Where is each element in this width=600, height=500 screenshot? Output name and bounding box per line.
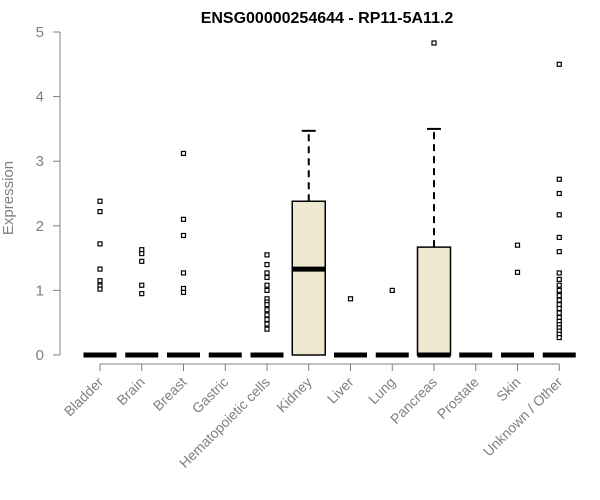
y-axis: 0 1 2 3 4 5 [36,24,61,364]
outlier-point [264,302,270,308]
outlier-point [264,307,270,313]
outlier-point [389,287,395,293]
outlier-point [556,292,562,299]
box-kidney [291,129,326,356]
y-tick-label: 3 [36,153,44,170]
outlier-point [556,334,562,341]
x-tick-label: Brain [113,374,147,408]
x-tick-label: Bladder [61,374,107,420]
outlier-point [264,252,270,258]
outlier-point [139,258,145,264]
outlier-point [139,291,145,297]
box-bladder [83,198,117,358]
x-tick-label: Unknown / Other [480,374,566,460]
x-tick-label: Lung [365,374,398,407]
outlier-point [264,287,270,293]
outlier-point [97,241,103,247]
outlier-point [264,316,270,323]
outlier-point [514,269,521,275]
outlier-point [180,216,187,222]
outlier-point [264,326,270,332]
outlier-point [264,282,270,288]
y-tick-label: 0 [36,347,44,364]
box-brain [125,247,159,358]
y-tick-label: 1 [36,282,44,299]
x-tick-label: Liver [324,374,357,407]
outlier-point [556,234,562,241]
box-hematopoietic-cells [250,252,284,358]
outlier-point [97,286,103,292]
y-tick-label: 4 [36,89,44,106]
outlier-point [431,40,437,46]
outlier-point [556,176,562,182]
outlier-point [180,270,187,276]
x-tick-label: Prostate [434,374,482,422]
outlier-point [556,61,562,67]
y-tick-label: 5 [36,24,44,41]
y-axis-label: Expression [0,161,17,235]
outlier-point [97,278,103,284]
x-tick-label: Skin [493,374,524,405]
outlier-point [264,261,270,268]
box-body [416,246,452,356]
x-tick-label: Breast [150,374,190,414]
chart-title: ENSG00000254644 - RP11-5A11.2 [201,10,454,27]
outlier-point [556,249,562,255]
outlier-point [556,287,562,293]
outlier-point [139,250,145,257]
x-tick-label: Kidney [273,374,315,416]
box-body [291,200,326,356]
outlier-point [180,232,187,239]
outlier-point [97,266,103,272]
outlier-point [180,150,187,157]
outlier-point [556,297,562,303]
outlier-point [556,310,562,316]
outlier-point [556,276,562,283]
outlier-point [97,198,103,204]
box-skin [501,242,534,358]
y-tick-label: 2 [36,218,44,235]
outlier-point [264,321,270,327]
box-lung [375,287,409,358]
outlier-point [556,190,562,197]
outlier-point [139,282,145,288]
outlier-point [180,289,187,295]
box-pancreas [416,40,452,358]
outlier-point [264,312,270,318]
outlier-point [514,242,521,248]
outlier-point [556,212,562,218]
outlier-point [264,270,270,276]
outlier-point [97,208,103,215]
outlier-point [264,274,270,281]
outlier-point [556,270,562,276]
outlier-point [556,305,562,312]
box-breast [167,150,200,358]
box-unknown-other [542,61,576,358]
outlier-point [556,282,562,288]
box-liver [334,296,367,358]
boxes-group [83,40,576,358]
outlier-point [347,296,354,302]
